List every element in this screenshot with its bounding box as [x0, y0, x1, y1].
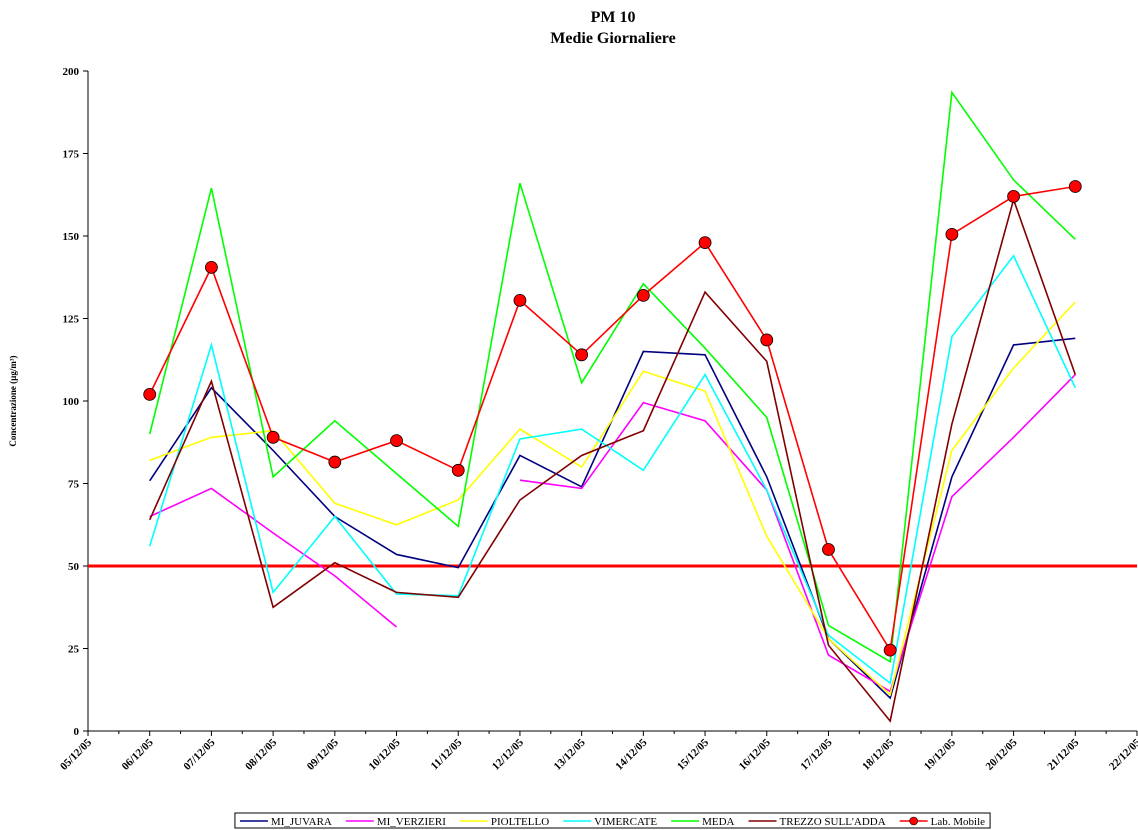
point-marker: [822, 543, 835, 556]
x-tick-label: 06/12/05: [120, 736, 156, 772]
point-marker: [1068, 180, 1082, 193]
y-tick-label: 0: [74, 726, 80, 738]
x-tick-label: 20/12/05: [984, 736, 1020, 772]
point-marker: [205, 260, 218, 274]
y-tick-label: 50: [68, 561, 80, 573]
point-marker: [266, 430, 280, 444]
x-tick-label: 17/12/05: [798, 736, 834, 772]
x-tick-label: 18/12/05: [860, 736, 896, 772]
series-line: [149, 337, 1076, 700]
point-marker: [390, 434, 403, 448]
y-tick-label: 150: [63, 231, 80, 243]
legend-label: TREZZO SULL'ADDA: [780, 816, 886, 828]
legend-label: VIMERCATE: [594, 816, 657, 828]
legend-label: MEDA: [702, 816, 734, 828]
legend-box: [234, 812, 991, 829]
x-tick-label: 14/12/05: [613, 736, 649, 772]
point-marker: [451, 463, 465, 477]
series-line: [148, 185, 1076, 653]
y-axis-label: Concentrazione (µg/m³): [8, 355, 18, 446]
legend-marker: [909, 816, 918, 826]
x-tick-label: 11/12/05: [429, 736, 465, 772]
point-marker: [760, 333, 774, 347]
legend-label: MI_JUVARA: [271, 816, 332, 828]
point-marker: [636, 288, 650, 302]
x-tick-label: 12/12/05: [490, 736, 526, 772]
x-tick-label: 10/12/05: [366, 736, 402, 772]
series-line: [149, 374, 1076, 693]
legend: MI_JUVARA MI_VERZIERI PIOLTELLO VIMERCATE ME…: [239, 816, 985, 828]
y-tick-label: 25: [68, 644, 80, 656]
chart-title: PM 10: [591, 9, 636, 26]
x-tick-label: 08/12/05: [243, 736, 279, 772]
x-tick-label: 21/12/05: [1045, 736, 1081, 772]
legend-label: Lab. Mobile: [931, 816, 985, 828]
point-marker: [513, 293, 527, 307]
legend-label: MI_VERZIERI: [377, 816, 446, 828]
x-tick-label: 09/12/05: [305, 736, 341, 772]
series-line: [148, 254, 1077, 685]
point-marker: [883, 643, 897, 657]
x-tick-label: 19/12/05: [922, 736, 958, 772]
y-tick-label: 125: [63, 314, 80, 326]
x-tick-label: 07/12/05: [181, 736, 217, 772]
x-tick-label: 15/12/05: [675, 736, 711, 772]
series-line: [148, 197, 1077, 723]
point-marker: [328, 455, 342, 469]
x-tick-label: 22/12/05: [1107, 736, 1138, 772]
y-tick-label: 100: [63, 396, 80, 408]
point-marker: [698, 236, 712, 250]
point-marker: [945, 227, 959, 241]
point-marker: [575, 348, 589, 362]
point-marker: [1007, 189, 1020, 203]
y-tick-label: 175: [63, 149, 80, 161]
y-tick-label: 200: [63, 66, 80, 78]
legend-label: PIOLTELLO: [491, 816, 549, 828]
point-marker: [143, 387, 157, 401]
x-tick-label: 05/12/05: [58, 736, 94, 772]
x-tick-label: 16/12/05: [737, 736, 773, 772]
chart-subtitle: Medie Giornaliere: [550, 30, 675, 47]
series-line: [148, 90, 1076, 664]
y-tick-label: 75: [68, 479, 80, 491]
x-tick-label: 13/12/05: [552, 736, 588, 772]
